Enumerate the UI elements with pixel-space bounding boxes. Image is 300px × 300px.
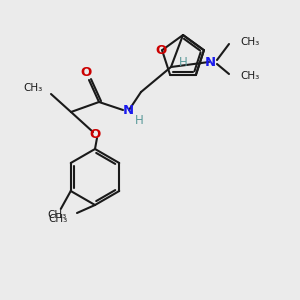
Text: N: N: [122, 104, 134, 118]
Text: O: O: [89, 128, 100, 140]
Text: O: O: [80, 67, 92, 80]
Text: CH₃: CH₃: [240, 37, 259, 47]
Text: CH₃: CH₃: [24, 83, 43, 93]
Text: H: H: [178, 56, 188, 70]
Text: CH₃: CH₃: [240, 71, 259, 81]
Text: N: N: [204, 56, 216, 68]
Text: CH₃: CH₃: [48, 210, 67, 220]
Text: O: O: [155, 44, 167, 57]
Text: H: H: [135, 113, 143, 127]
Text: CH₃: CH₃: [48, 214, 68, 224]
